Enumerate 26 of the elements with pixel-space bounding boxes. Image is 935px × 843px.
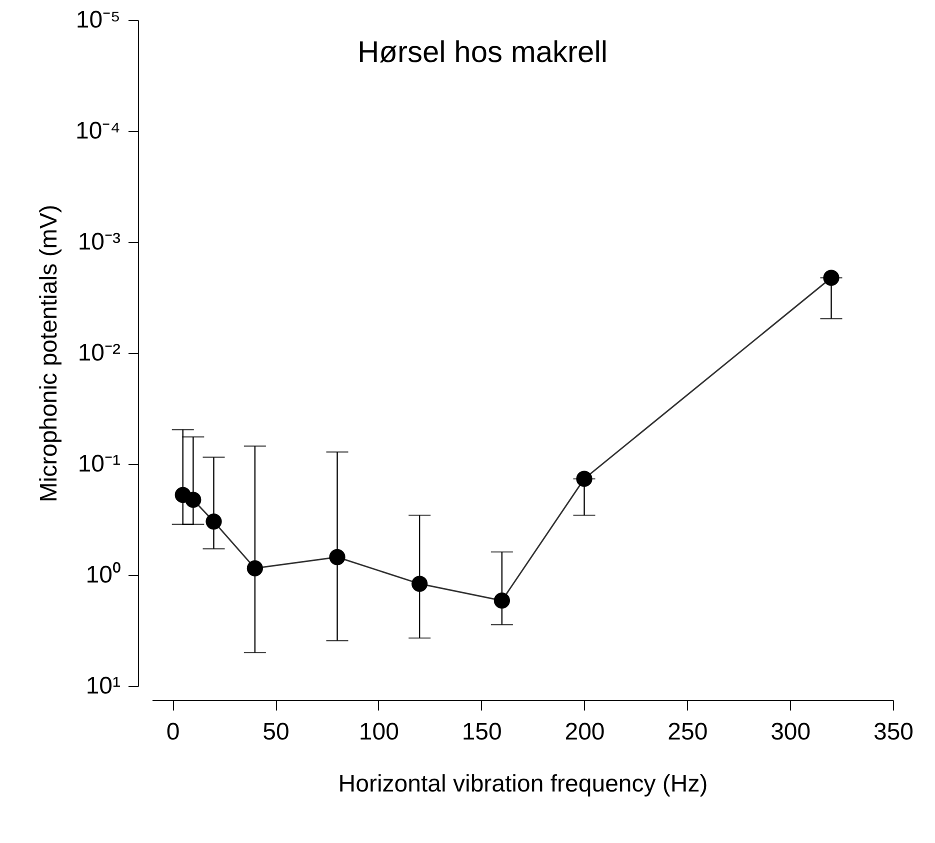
x-tick-label: 150 bbox=[462, 718, 502, 746]
point bbox=[185, 492, 202, 508]
point bbox=[412, 576, 428, 592]
x-tick-label: 350 bbox=[873, 718, 914, 746]
x-axis-title: Horizontal vibration frequency (Hz) bbox=[338, 770, 708, 798]
y-axis-title: Microphonic potentials (mV) bbox=[35, 204, 62, 502]
point bbox=[576, 470, 592, 487]
text: Hørsel hos makrell bbox=[357, 36, 608, 69]
y-tick-label: 10⁻⁵ bbox=[76, 6, 120, 34]
x-tick-label: 300 bbox=[770, 718, 811, 746]
y-tick-label: 10⁻⁴ bbox=[75, 118, 120, 144]
y-tick-label: 10⁰ bbox=[86, 562, 120, 588]
y-tick-label: 10⁻² bbox=[78, 340, 121, 366]
point bbox=[823, 270, 840, 286]
x-tick-label: 0 bbox=[166, 718, 180, 746]
point bbox=[206, 514, 222, 530]
y-tick-label: 10⁻¹ bbox=[78, 450, 121, 478]
point bbox=[246, 560, 263, 576]
x-tick-label: 200 bbox=[564, 718, 605, 746]
y-tick-label: 10¹ bbox=[86, 672, 121, 700]
x-tick-label: 100 bbox=[358, 718, 399, 746]
point bbox=[329, 549, 346, 566]
y-tick-label: 10⁻³ bbox=[78, 228, 121, 256]
x-tick-label: 50 bbox=[262, 718, 290, 746]
x-tick-label: 250 bbox=[668, 718, 708, 746]
point bbox=[494, 592, 510, 609]
